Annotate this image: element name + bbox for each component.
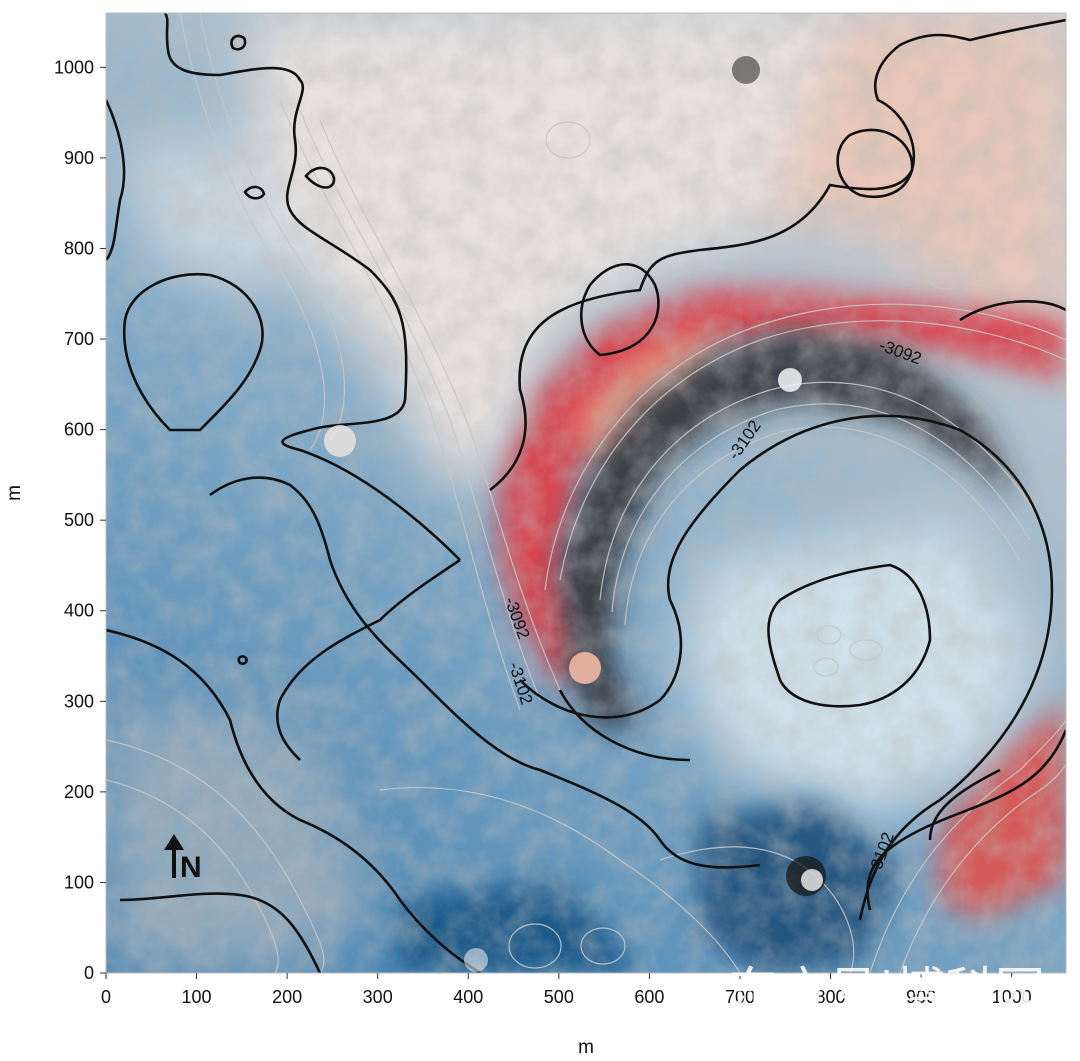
x-tick-label: 100: [182, 987, 212, 1007]
y-axis-title: m: [4, 485, 25, 501]
plot-frame: [105, 12, 1067, 974]
north-arrow: N: [164, 834, 202, 884]
minor-contours: [106, 13, 1066, 973]
y-tick-label: 700: [64, 329, 94, 349]
x-axis: 0 100 200 300 400 500 600 700 800 900 1000: [101, 973, 1032, 1007]
x-tick-label: 800: [816, 987, 846, 1007]
x-tick-label: 300: [363, 987, 393, 1007]
y-tick-label: 300: [64, 691, 94, 711]
north-label: N: [180, 851, 202, 884]
major-contours: [106, 13, 1066, 973]
x-tick-label: 500: [544, 987, 574, 1007]
elevation-raster: [106, 13, 1066, 973]
y-tick-label: 100: [64, 872, 94, 892]
x-tick-label: 1000: [992, 987, 1032, 1007]
x-tick-label: 600: [634, 987, 664, 1007]
y-tick-label: 600: [64, 420, 94, 440]
watermark: 东方号|博科园: [728, 962, 1045, 1020]
y-tick-label: 1000: [54, 57, 94, 77]
y-axis: 0 100 200 300 400 500 600 700 800 900 1000: [54, 57, 106, 983]
x-axis-title: m: [578, 1037, 594, 1058]
y-tick-label: 400: [64, 601, 94, 621]
y-tick-label: 0: [84, 963, 94, 983]
x-tick-label: 700: [725, 987, 755, 1007]
x-tick-label: 900: [906, 987, 936, 1007]
craters: [324, 56, 826, 972]
x-tick-label: 200: [272, 987, 302, 1007]
y-tick-label: 200: [64, 782, 94, 802]
y-tick-label: 800: [64, 238, 94, 258]
y-tick-label: 900: [64, 148, 94, 168]
x-tick-label: 400: [453, 987, 483, 1007]
y-tick-label: 500: [64, 510, 94, 530]
north-arrow-icon: [164, 834, 184, 850]
x-tick-label: 0: [101, 987, 111, 1007]
